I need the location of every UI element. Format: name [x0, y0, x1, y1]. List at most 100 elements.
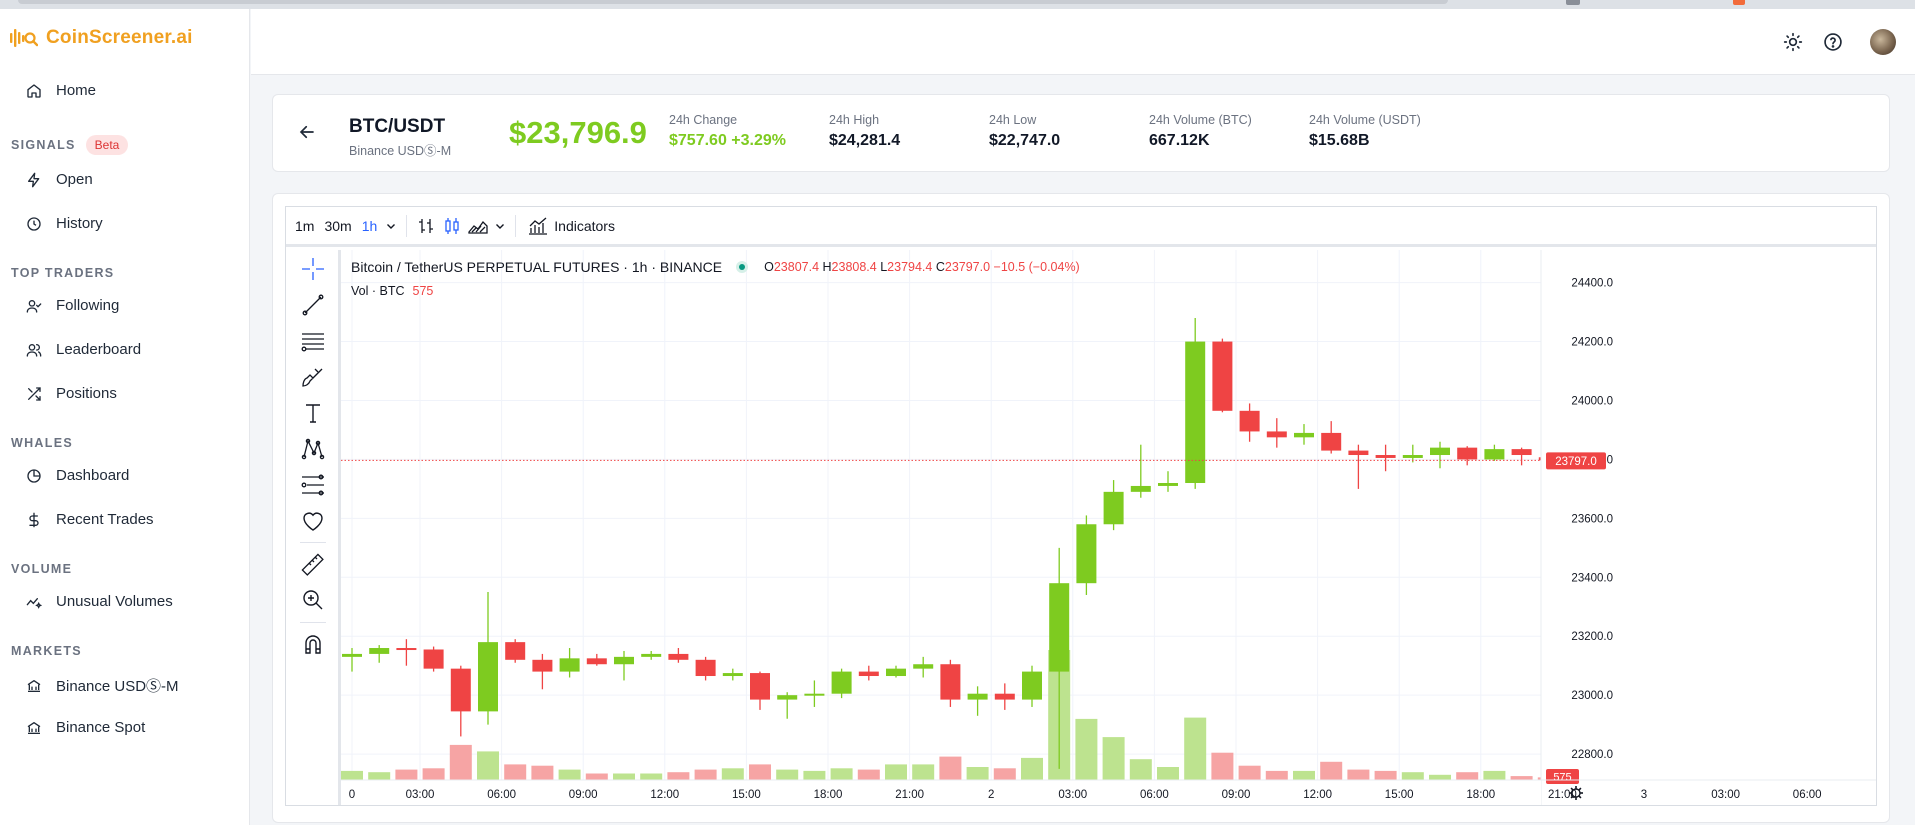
section-label-signals: SIGNALS Beta: [11, 135, 129, 155]
volume-bar: [1456, 772, 1479, 780]
timeframe-1m[interactable]: 1m: [295, 217, 315, 234]
candle-body: [831, 671, 852, 694]
bank-icon: [27, 679, 41, 692]
candle-body: [1239, 410, 1260, 432]
candle-body: [342, 653, 362, 657]
last-price: $23,796.9: [509, 115, 647, 150]
ohlc-change: −10.5 (−0.04%): [993, 260, 1080, 274]
candle-body: [396, 648, 417, 651]
volume-bar: [857, 769, 880, 780]
volume-bar: [1374, 770, 1397, 780]
candle-body: [1430, 447, 1450, 456]
ohlc-close: 23797.0: [944, 260, 991, 274]
zoom-in-icon[interactable]: [299, 586, 327, 614]
drawing-toolbar: [286, 250, 341, 805]
shuffle-icon: [28, 386, 41, 401]
stat-label: 24h Volume (USDT): [1309, 113, 1421, 127]
candle-body: [722, 673, 743, 677]
back-arrow-icon[interactable]: [298, 123, 316, 146]
time-tick-label: 06:00: [1140, 789, 1169, 801]
sidebar-item-positions[interactable]: Positions: [26, 385, 117, 402]
volume-bar: [912, 764, 935, 780]
candle-body: [586, 658, 607, 665]
fib-retracement-tool-icon[interactable]: [299, 327, 327, 355]
heart-icon[interactable]: [299, 507, 327, 535]
sidebar-item-binance-spot[interactable]: Binance Spot: [26, 719, 145, 736]
price-tick-label: 22800.0: [1571, 749, 1613, 761]
volume-bar: [993, 768, 1016, 780]
volume-bar: [1293, 770, 1315, 780]
candle-body: [641, 653, 662, 657]
magnet-icon[interactable]: [299, 630, 327, 658]
candle-body: [695, 659, 716, 677]
candle-body: [1130, 485, 1151, 492]
sidebar-item-binance-usdm[interactable]: Binance USDⓈ-M: [26, 675, 179, 696]
chart-type-chevron-down-icon[interactable]: [491, 212, 509, 240]
time-tick-label: 06:00: [1793, 789, 1822, 801]
text-tool-icon[interactable]: [299, 399, 327, 427]
brush-tool-icon[interactable]: [299, 363, 327, 391]
volume-tag-label: 575: [1553, 772, 1571, 784]
candlestick-chart[interactable]: 24400.024200.024000.023800.023600.023400…: [341, 250, 1876, 805]
price-tick-label: 23000.0: [1571, 690, 1613, 702]
browser-extension-icon[interactable]: [1566, 0, 1580, 5]
clock-icon: [27, 216, 41, 231]
sidebar-item-following[interactable]: Following: [26, 297, 119, 314]
app-name: CoinScreener.ai: [46, 27, 193, 48]
sidebar-item-dashboard[interactable]: Dashboard: [26, 467, 129, 484]
pattern-tool-icon[interactable]: [299, 435, 327, 463]
theme-toggle-sun-icon[interactable]: [1782, 31, 1804, 53]
candles-chart-type-icon[interactable]: [439, 212, 465, 240]
candle-body: [559, 658, 580, 672]
sidebar-item-history[interactable]: History: [26, 215, 103, 232]
candle-body: [804, 693, 825, 696]
help-icon[interactable]: [1822, 31, 1844, 53]
stat-value: $24,281.4: [829, 132, 901, 149]
user-avatar[interactable]: [1870, 29, 1896, 55]
volume-bar: [1184, 717, 1207, 780]
timeframe-chevron-down-icon[interactable]: [382, 212, 400, 240]
section-label-volume: VOLUME: [11, 562, 73, 576]
time-tick-label: 18:00: [814, 789, 843, 801]
time-tick-label: 09:00: [1222, 789, 1251, 801]
sidebar-item-home[interactable]: Home: [26, 82, 96, 99]
sidebar-item-recent-trades[interactable]: Recent Trades: [26, 511, 154, 528]
price-plot-area[interactable]: 24400.024200.024000.023800.023600.023400…: [341, 250, 1876, 805]
volume-bar: [1265, 770, 1288, 780]
stat-24h-low: 24h Low $22,747.0: [989, 113, 1060, 150]
area-chart-type-icon[interactable]: [465, 212, 491, 240]
sidebar-item-leaderboard[interactable]: Leaderboard: [26, 341, 141, 358]
symbol-title: Bitcoin / TetherUS PERPETUAL FUTURES · 1…: [351, 259, 723, 275]
browser-extension-icon-orange[interactable]: [1733, 0, 1745, 5]
timeframe-30m[interactable]: 30m: [324, 217, 352, 234]
sidebar-item-label: Binance USDⓈ-M: [56, 678, 179, 695]
indicators-icon: [529, 217, 548, 235]
candle-body: [777, 695, 798, 700]
candle-body: [1185, 341, 1206, 484]
stat-value: $22,747.0: [989, 132, 1061, 149]
stat-24h-volume-usdt: 24h Volume (USDT) $15.68B: [1309, 113, 1421, 150]
time-tick-label: 09:00: [569, 789, 598, 801]
ruler-tool-icon[interactable]: [299, 551, 327, 579]
candle-body: [913, 664, 934, 669]
sidebar-item-unusual-volumes[interactable]: Unusual Volumes: [26, 593, 173, 610]
chart-settings-gear-icon[interactable]: [1569, 786, 1583, 800]
time-tick-label: 15:00: [1385, 789, 1414, 801]
trend-line-tool-icon[interactable]: [299, 291, 327, 319]
volume-bar: [477, 751, 499, 780]
crosshair-tool-icon[interactable]: [299, 255, 327, 283]
indicators-button[interactable]: Indicators: [522, 217, 621, 235]
bar-chart-type-icon[interactable]: [413, 212, 439, 240]
sidebar-item-open[interactable]: Open: [26, 171, 93, 188]
candle-body: [532, 659, 553, 672]
prediction-tool-icon[interactable]: [299, 471, 327, 499]
candle-body: [423, 649, 444, 669]
drawbar-divider: [300, 622, 326, 623]
candle-body: [1294, 432, 1314, 438]
volume-bar: [721, 768, 744, 780]
timeframe-1h[interactable]: 1h: [361, 217, 378, 234]
browser-address-bar[interactable]: [18, 0, 1448, 4]
volume-bar: [1157, 767, 1179, 780]
price-tick-label: 23400.0: [1571, 572, 1613, 584]
logo[interactable]: CoinScreener.ai: [10, 27, 193, 49]
